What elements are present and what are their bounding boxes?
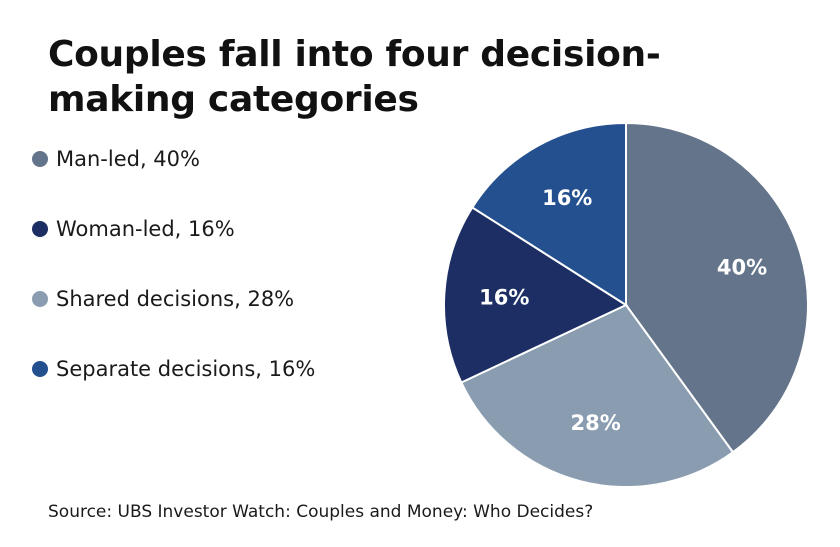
pie-chart: 40% 28% 16% 16% — [444, 121, 809, 486]
legend-swatch — [32, 361, 48, 377]
data-label-separate-decisions: 16% — [542, 186, 592, 210]
legend-label: Separate decisions, 16% — [56, 357, 316, 381]
legend-item-separate-decisions: Separate decisions, 16% — [32, 354, 315, 384]
data-label-shared-decisions: 28% — [571, 411, 621, 435]
legend-swatch — [32, 291, 48, 307]
legend-item-woman-led: Woman-led, 16% — [32, 214, 315, 244]
data-label-woman-led: 16% — [479, 285, 529, 309]
pie-slice-separate-decisions — [470, 121, 627, 307]
pie-slice-man-led — [625, 121, 809, 454]
pie-slice-shared-decisions — [459, 303, 735, 486]
legend-swatch — [32, 221, 48, 237]
legend-label: Shared decisions, 28% — [56, 287, 295, 311]
legend-swatch — [32, 151, 48, 167]
legend-item-man-led: Man-led, 40% — [32, 144, 315, 174]
legend: Man-led, 40% Woman-led, 16% Shared decis… — [32, 144, 315, 424]
chart-title: Couples fall into four decision-making c… — [48, 34, 661, 120]
legend-item-shared-decisions: Shared decisions, 28% — [32, 284, 315, 314]
pie-slice-woman-led — [444, 206, 629, 384]
data-label-man-led: 40% — [717, 255, 767, 279]
legend-label: Woman-led, 16% — [56, 217, 235, 241]
source-note: Source: UBS Investor Watch: Couples and … — [48, 502, 594, 522]
legend-label: Man-led, 40% — [56, 147, 200, 171]
